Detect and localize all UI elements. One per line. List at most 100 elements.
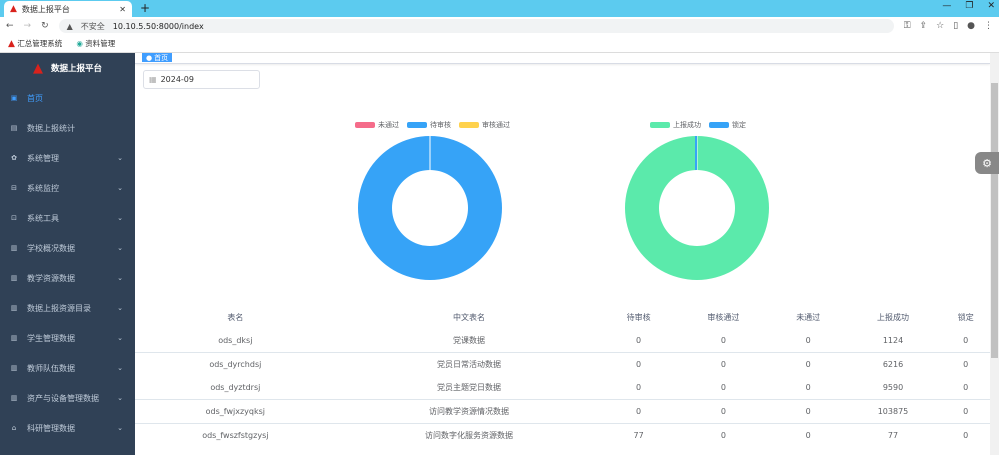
url-input[interactable]: ▲ 不安全 10.10.5.50:8000/index bbox=[58, 19, 894, 33]
sidebar-item-label: 教学资源数据 bbox=[27, 273, 75, 283]
sidebar: ▲ 数据上报平台 ▣ 首页 ▤ 数据上报统计 ✿ 系统管理 ⌄ ⊟ 系统监控 ⌄ ⊡ 系统工具 ⌄ ▥ 学校概… bbox=[0, 53, 135, 455]
chart-icon: ▥ bbox=[10, 244, 18, 252]
chart-icon: ▥ bbox=[10, 394, 18, 402]
browser-tab-bar: ▲ 数据上报平台 ✕ + — ❐ ✕ bbox=[0, 0, 999, 17]
new-tab-button[interactable]: + bbox=[140, 1, 151, 15]
sidebar-item[interactable]: ▣ 首页 bbox=[0, 83, 135, 113]
sidebar-item-label: 数据上报资源目录 bbox=[27, 303, 91, 313]
tab-title: 数据上报平台 bbox=[21, 4, 70, 14]
restore-icon[interactable]: ❐ bbox=[965, 1, 974, 11]
sidebar-item[interactable]: ▤ 数据上报统计 bbox=[0, 113, 135, 143]
column-header: 表名 bbox=[227, 313, 244, 322]
sidebar-item-label: 首页 bbox=[27, 93, 43, 103]
sidebar-item-label: 系统工具 bbox=[27, 213, 59, 223]
table-cell: 党员主题党日数据 bbox=[335, 376, 603, 400]
sidebar-item[interactable]: ▥ 学校概况数据 ⌄ bbox=[0, 233, 135, 263]
legend-item[interactable]: 审核通过 bbox=[459, 120, 510, 130]
legend-item[interactable]: 上报成功 bbox=[650, 120, 701, 130]
report-donut-chart bbox=[624, 136, 769, 280]
sidebar-item-label: 学生管理数据 bbox=[27, 333, 75, 343]
bookmark-item[interactable]: ◉ 资料管理 bbox=[76, 39, 116, 48]
column-header: 锁定 bbox=[957, 313, 974, 322]
sidebar-item[interactable]: ▥ 数据上报资源目录 ⌄ bbox=[0, 293, 135, 323]
sidebar-item[interactable]: ⊡ 系统工具 ⌄ bbox=[0, 203, 135, 233]
gear-icon: ✿ bbox=[11, 154, 17, 162]
research-icon: ⌂ bbox=[11, 424, 17, 432]
sidebar-item-label: 学校概况数据 bbox=[27, 243, 75, 253]
back-icon[interactable]: ← bbox=[6, 21, 14, 31]
tags-view: ● 首页 bbox=[135, 53, 990, 64]
legend-item[interactable]: 待审核 bbox=[407, 120, 451, 130]
sidebar-item-label: 系统管理 bbox=[27, 153, 59, 163]
column-header: 未通过 bbox=[796, 313, 821, 322]
chart-icon: ▥ bbox=[10, 364, 18, 372]
table-row: ods_dksj 党课数据 0 0 0 1124 0 bbox=[135, 329, 990, 353]
table-icon: ▤ bbox=[10, 124, 18, 132]
sidepanel-icon[interactable]: ▯ bbox=[953, 21, 959, 31]
table-cell: 0 bbox=[963, 360, 969, 369]
minimize-icon[interactable]: — bbox=[942, 1, 952, 11]
chevron-down-icon: ⌄ bbox=[117, 394, 123, 402]
month-picker[interactable]: ▦ 2024-09 bbox=[143, 70, 260, 89]
column-header: 上报成功 bbox=[876, 313, 909, 322]
sidebar-brand[interactable]: ▲ 数据上报平台 bbox=[0, 53, 135, 83]
sidebar-item[interactable]: ⊟ 系统监控 ⌄ bbox=[0, 173, 135, 203]
chart-icon: ▥ bbox=[10, 334, 18, 342]
sidebar-item[interactable]: ▥ 学生管理数据 ⌄ bbox=[0, 323, 135, 353]
chevron-down-icon: ⌄ bbox=[117, 214, 123, 222]
status-donut-chart bbox=[357, 136, 502, 280]
close-window-icon[interactable]: ✕ bbox=[987, 1, 995, 11]
donut-slice-locked bbox=[695, 136, 697, 170]
table-cell: 103875 bbox=[844, 399, 942, 424]
table-cell: 0 bbox=[805, 430, 811, 440]
page-scrollbar[interactable] bbox=[990, 53, 999, 455]
address-bar-row: ← → ↻ ▲ 不安全 10.10.5.50:8000/index ⚿ ⇪ ☆ ▯ ● ⋮ bbox=[0, 17, 999, 35]
sidebar-item[interactable]: ▥ 教师队伍数据 ⌄ bbox=[0, 353, 135, 383]
table-cell: 0 bbox=[602, 376, 675, 400]
app-logo-icon: ▲ bbox=[10, 4, 17, 14]
date-value: 2024-09 bbox=[160, 75, 194, 84]
table-cell: 0 bbox=[941, 399, 990, 424]
reload-icon[interactable]: ↻ bbox=[41, 21, 49, 31]
donut-slice[interactable] bbox=[357, 136, 502, 280]
table-row: ods_fwszfstgzysj 访问数字化服务资源数据 77 0 0 77 0 bbox=[135, 423, 990, 447]
key-icon[interactable]: ⚿ bbox=[903, 21, 911, 31]
tool-icon: ⊡ bbox=[11, 214, 17, 222]
sidebar-item[interactable]: ▥ 教学资源数据 ⌄ bbox=[0, 263, 135, 293]
table-cell: 0 bbox=[602, 329, 675, 353]
sidebar-item[interactable]: ⌂ 科研管理数据 ⌄ bbox=[0, 413, 135, 443]
table-row: ods_dyrchdsj 党员日常活动数据 0 0 0 6216 0 bbox=[135, 353, 990, 377]
sidebar-item[interactable]: ✿ 系统管理 ⌄ bbox=[0, 143, 135, 173]
menu-icon[interactable]: ⋮ bbox=[984, 21, 993, 31]
table-cell: ods_dyrchdsj bbox=[209, 360, 262, 369]
table-cell: 0 bbox=[602, 399, 675, 424]
tag-home[interactable]: ● 首页 bbox=[142, 53, 173, 62]
chevron-down-icon: ⌄ bbox=[117, 334, 123, 342]
donut-slice[interactable] bbox=[624, 136, 769, 280]
table-cell: 访问数字化服务资源数据 bbox=[424, 430, 513, 440]
column-header: 中文表名 bbox=[452, 313, 485, 322]
legend-item[interactable]: 未通过 bbox=[355, 120, 399, 130]
table-cell: 0 bbox=[674, 376, 772, 400]
report-table: 表名 中文表名 待审核 审核通过 未通过 上报成功 锁定 ods_dksj 党课数据 0 0 0 11… bbox=[135, 306, 990, 447]
close-tab-icon[interactable]: ✕ bbox=[119, 4, 126, 14]
table-cell: 9590 bbox=[844, 376, 942, 400]
share-icon[interactable]: ⇪ bbox=[919, 21, 928, 31]
table-cell: ods_fwjxzyqksj bbox=[135, 399, 336, 424]
settings-gear-button[interactable]: ⚙ bbox=[975, 152, 999, 174]
table-cell: ods_dksj bbox=[135, 329, 336, 353]
sidebar-item[interactable]: ▥ 资产与设备管理数据 ⌄ bbox=[0, 383, 135, 413]
logo-icon: ▲ bbox=[32, 60, 43, 76]
sidebar-item-label: 数据上报统计 bbox=[27, 123, 75, 133]
profile-icon[interactable]: ● bbox=[967, 21, 975, 31]
legend-item[interactable]: 锁定 bbox=[709, 120, 746, 130]
bookmark-item[interactable]: ▲ 汇总管理系统 bbox=[8, 39, 63, 49]
browser-tab[interactable]: ▲ 数据上报平台 ✕ bbox=[4, 1, 132, 17]
forward-icon[interactable]: → bbox=[23, 21, 32, 31]
star-icon[interactable]: ☆ bbox=[936, 21, 945, 31]
table-cell: 6216 bbox=[882, 360, 904, 369]
chevron-down-icon: ⌄ bbox=[117, 364, 123, 372]
table-cell: 党员日常活动数据 bbox=[436, 360, 501, 369]
table-cell: 0 bbox=[941, 376, 990, 400]
table-cell: 0 bbox=[771, 399, 845, 424]
